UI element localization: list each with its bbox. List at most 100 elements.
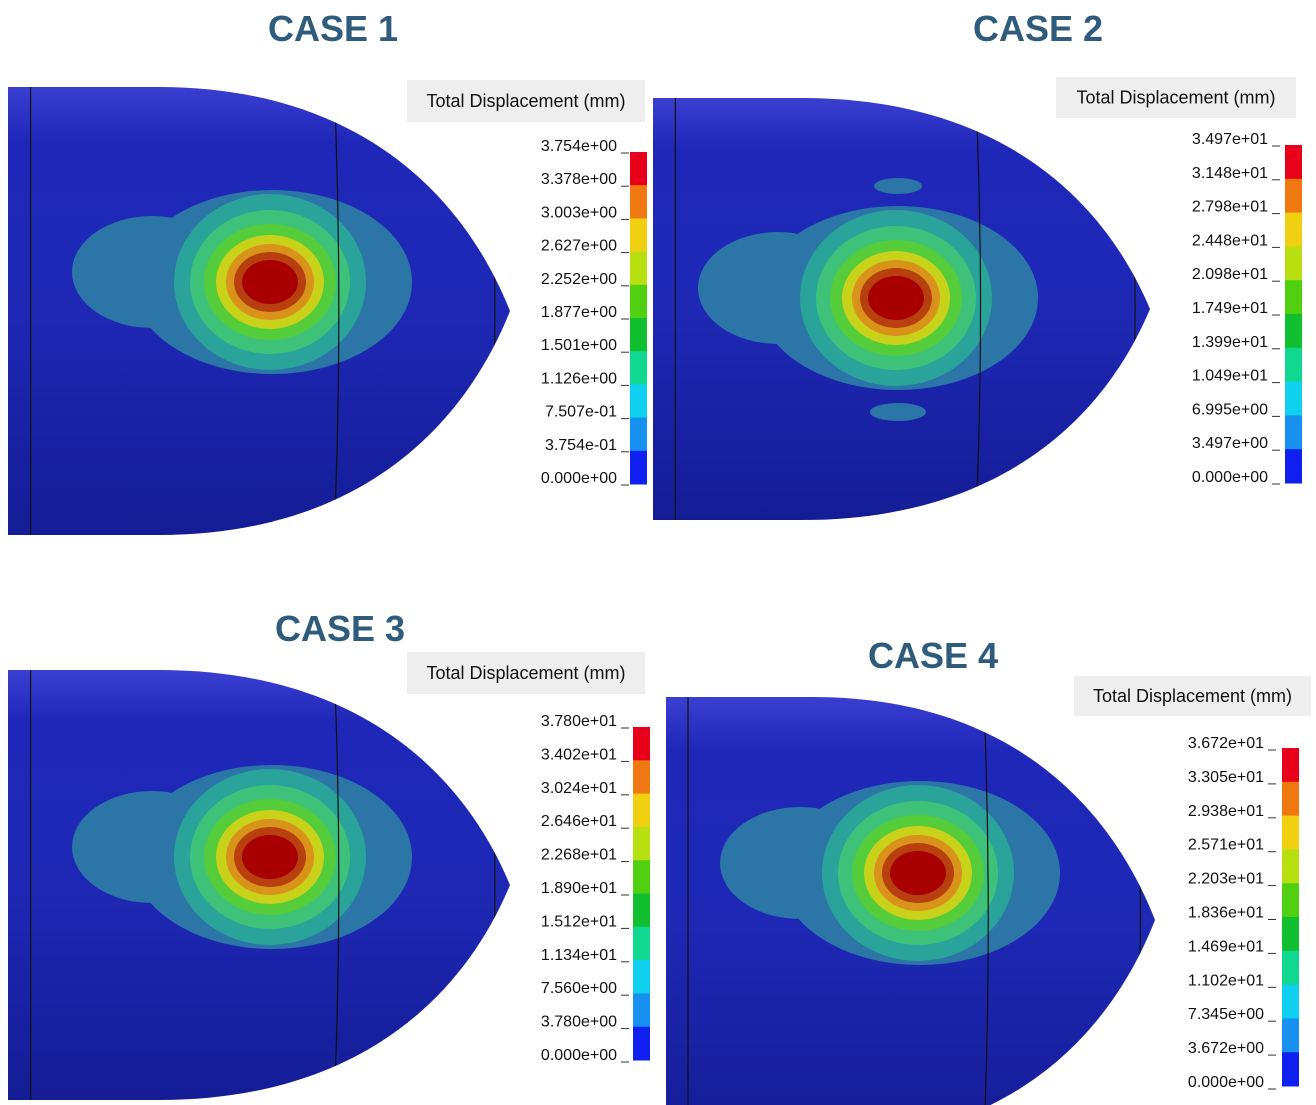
legend-label: 1.102e+01 — [1188, 972, 1264, 989]
panel: CASE 1 Total Displacement (mm) 3.754e+00 3.… — [8, 8, 647, 535]
colorbar-segment — [630, 451, 647, 485]
legend-label: 3.402e+01 — [541, 746, 617, 763]
legend-label: 2.571e+01 — [1188, 837, 1264, 854]
colorbar-segment — [633, 827, 650, 861]
colorbar-segment — [1282, 782, 1299, 816]
legend-label: 2.098e+01 — [1192, 266, 1268, 283]
legend-label: 1.399e+01 — [1192, 334, 1268, 351]
colorbar-segment — [1282, 985, 1299, 1019]
colorbar-segment — [633, 993, 650, 1027]
colorbar-segment — [630, 252, 647, 286]
legend-label: 0.000e+00 — [541, 1047, 617, 1064]
legend-label: 1.512e+01 — [541, 913, 617, 930]
colorbar-segment — [630, 285, 647, 319]
legend-label: 1.049e+01 — [1192, 368, 1268, 385]
colorbar-segment — [633, 760, 650, 794]
legend-label: 3.497e+00 — [1192, 435, 1268, 452]
legend-label: 2.252e+00 — [541, 271, 617, 288]
colorbar-segment — [1282, 917, 1299, 951]
colorbar-segment — [633, 727, 650, 761]
colorbar-segment — [1282, 883, 1299, 917]
legend-title: Total Displacement (mm) — [426, 91, 625, 111]
page: CASE 1 Total Displacement (mm) 3.754e+00 3.… — [0, 0, 1316, 1105]
contour-ring — [868, 276, 924, 320]
colorbar-segment — [1282, 951, 1299, 985]
legend-label: 3.780e+01 — [541, 713, 617, 730]
legend-label: 1.749e+01 — [1192, 300, 1268, 317]
colorbar-segment — [633, 960, 650, 994]
colorbar-segment — [1285, 246, 1302, 280]
legend-label: 2.627e+00 — [541, 238, 617, 255]
colorbar-segment — [1282, 748, 1299, 782]
colorbar-segment — [1285, 179, 1302, 213]
colorbar-segment — [1285, 213, 1302, 247]
legend-label: 3.672e+00 — [1188, 1040, 1264, 1057]
contour-ring — [890, 851, 946, 895]
colorbar-segment — [1282, 816, 1299, 850]
legend-label: 2.448e+01 — [1192, 232, 1268, 249]
colorbar-segment — [630, 318, 647, 352]
legend-label: 1.134e+01 — [541, 947, 617, 964]
contour-spot — [874, 178, 922, 194]
legend-label: 7.345e+00 — [1188, 1006, 1264, 1023]
colorbar-segment — [1285, 314, 1302, 348]
colorbar-segment — [1285, 145, 1302, 179]
legend-title: Total Displacement (mm) — [1076, 88, 1275, 108]
colorbar-segment — [630, 418, 647, 452]
legend-label: 3.024e+01 — [541, 780, 617, 797]
panel-title: CASE 4 — [868, 635, 998, 676]
colorbar-segment — [1282, 1018, 1299, 1052]
legend-label: 7.560e+00 — [541, 980, 617, 997]
legend-label: 2.798e+01 — [1192, 199, 1268, 216]
legend-label: 2.268e+01 — [541, 847, 617, 864]
colorbar-segment — [630, 384, 647, 418]
legend-label: 3.003e+00 — [541, 204, 617, 221]
colorbar-segment — [1285, 415, 1302, 449]
legend-label: 3.497e+01 — [1192, 131, 1268, 148]
panel: CASE 2 Total Displacement (mm) 3.497e+01 3.… — [653, 8, 1302, 520]
legend-label: 1.890e+01 — [541, 880, 617, 897]
legend-label: 0.000e+00 — [1192, 469, 1268, 486]
panel-title: CASE 1 — [268, 8, 398, 49]
legend-label: 1.877e+00 — [541, 304, 617, 321]
legend-label: 1.126e+00 — [541, 370, 617, 387]
colorbar-segment — [633, 1027, 650, 1061]
legend-title: Total Displacement (mm) — [426, 663, 625, 683]
legend-label: 3.378e+00 — [541, 171, 617, 188]
contour-spot — [870, 403, 926, 421]
legend-title: Total Displacement (mm) — [1093, 686, 1292, 706]
legend-label: 1.469e+01 — [1188, 938, 1264, 955]
colorbar-segment — [630, 152, 647, 186]
legend-label: 1.836e+01 — [1188, 905, 1264, 922]
panel: CASE 3 Total Displacement (mm) 3.780e+01 3.… — [8, 608, 650, 1100]
contour-ring — [242, 260, 298, 304]
colorbar-segment — [633, 860, 650, 894]
colorbar-segment — [1285, 382, 1302, 416]
colorbar-segment — [1282, 849, 1299, 883]
panel: CASE 4 Total Displacement (mm) 3.672e+01 3.… — [666, 635, 1311, 1105]
figure: CASE 1 Total Displacement (mm) 3.754e+00 3.… — [0, 0, 1316, 1105]
colorbar-segment — [630, 185, 647, 219]
panel-title: CASE 2 — [973, 8, 1103, 49]
colorbar-segment — [1285, 449, 1302, 483]
legend-label: 3.754e-01 — [545, 437, 617, 454]
colorbar-segment — [633, 794, 650, 828]
legend-label: 2.203e+01 — [1188, 871, 1264, 888]
legend-label: 0.000e+00 — [541, 470, 617, 487]
colorbar-segment — [633, 894, 650, 928]
legend-label: 3.780e+00 — [541, 1014, 617, 1031]
colorbar-segment — [1285, 348, 1302, 382]
colorbar-segment — [1285, 280, 1302, 314]
panel-title: CASE 3 — [275, 608, 405, 649]
legend-label: 2.938e+01 — [1188, 803, 1264, 820]
colorbar-segment — [1282, 1052, 1299, 1086]
legend-label: 1.501e+00 — [541, 337, 617, 354]
legend-label: 0.000e+00 — [1188, 1074, 1264, 1091]
legend-label: 3.754e+00 — [541, 138, 617, 155]
legend-label: 7.507e-01 — [545, 404, 617, 421]
colorbar-segment — [633, 927, 650, 961]
colorbar-segment — [630, 351, 647, 385]
legend-label: 3.672e+01 — [1188, 735, 1264, 752]
legend-label: 3.305e+01 — [1188, 769, 1264, 786]
legend-label: 2.646e+01 — [541, 813, 617, 830]
